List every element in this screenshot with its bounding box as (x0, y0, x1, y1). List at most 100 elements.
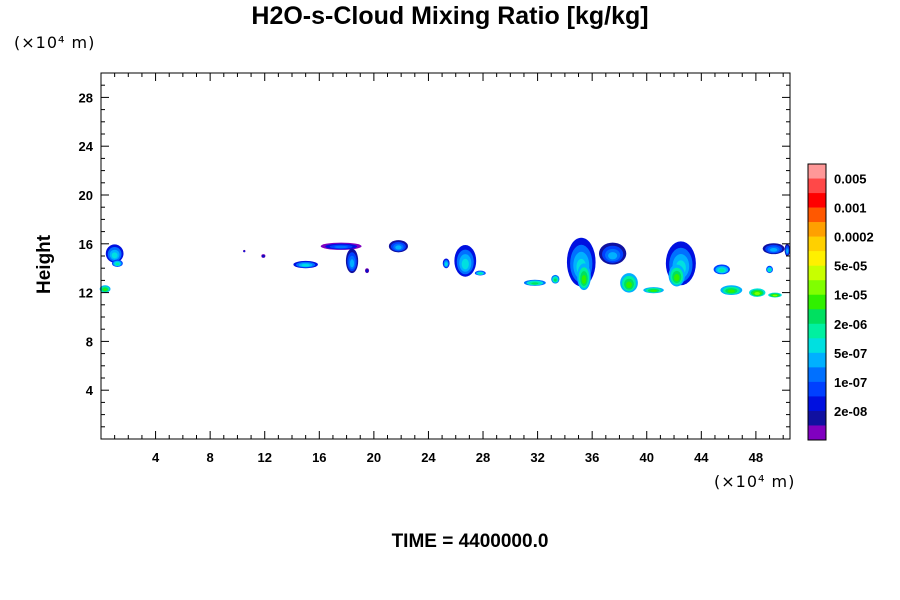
cloud-patch (454, 245, 477, 277)
y-tick-label: 24 (79, 139, 94, 154)
chart-title: H2O-s-Cloud Mixing Ratio [kg/kg] (251, 2, 649, 30)
cloud-contour (262, 255, 265, 258)
colorbar-swatch (808, 396, 826, 412)
cloud-patch (577, 263, 591, 291)
y-tick-label: 28 (79, 90, 93, 105)
colorbar-frame (807, 163, 827, 441)
x-tick-label: 40 (640, 450, 654, 465)
cloud-contour (719, 268, 725, 273)
cloud-patch (388, 240, 408, 253)
cloud-patch (365, 268, 370, 274)
cloud-contour (478, 272, 483, 275)
cloud-contour (650, 289, 657, 292)
x-tick-label: 8 (207, 450, 214, 465)
cloud-patch (668, 264, 685, 287)
cloud-contour (727, 289, 735, 293)
x-tick-label: 12 (257, 450, 271, 465)
colorbar-swatch (808, 381, 826, 397)
cloud-contour (395, 245, 402, 250)
colorbar-swatch (808, 294, 826, 310)
cloud-contour (243, 250, 245, 252)
colorbar-swatch (808, 309, 826, 325)
cloud-contour (768, 268, 771, 272)
cloud-patch (713, 264, 730, 275)
colorbar-swatch (808, 338, 826, 354)
cloud-patch (293, 260, 318, 269)
x-tick-label: 24 (421, 450, 436, 465)
colorbar-label: 1e-07 (834, 375, 867, 390)
colorbar-label: 0.005 (834, 172, 867, 187)
cloud-contour (461, 258, 469, 270)
cloud-patch (643, 287, 664, 294)
colorbar-swatch (808, 410, 826, 426)
y-tick-label: 12 (79, 286, 93, 301)
cloud-patch (749, 288, 766, 297)
x-tick-label: 20 (367, 450, 381, 465)
cloud-contour (111, 252, 118, 259)
cloud-patch (111, 259, 123, 267)
colorbar-swatch (808, 352, 826, 368)
colorbar-swatch (808, 251, 826, 266)
cloud-field (99, 237, 790, 298)
y-tick-label: 4 (86, 383, 94, 398)
cloud-contour (301, 264, 310, 267)
cloud-patch (762, 243, 785, 255)
x-axis-unit: (×10⁴ m) (714, 472, 796, 491)
colorbar-label: 1e-05 (834, 288, 867, 303)
cloud-patch (766, 265, 773, 274)
x-tick-label: 32 (530, 450, 544, 465)
cloud-patch (620, 273, 638, 293)
x-tick-label: 28 (476, 450, 490, 465)
cloud-contour (553, 278, 557, 282)
cloud-contour (349, 259, 355, 268)
cloud-patch (784, 243, 790, 256)
colorbar-label: 2e-08 (834, 404, 867, 419)
cloud-contour (334, 245, 348, 249)
colorbar-label: 5e-05 (834, 259, 867, 274)
y-axis-unit: (×10⁴ m) (14, 33, 96, 52)
cloud-patch (523, 279, 546, 286)
cloud-contour (786, 249, 789, 254)
cloud-patch (474, 270, 486, 276)
colorbar-swatch (808, 280, 826, 296)
x-tick-label: 36 (585, 450, 599, 465)
cloud-patch (261, 254, 266, 258)
colorbar-label: 5e-07 (834, 346, 867, 361)
cloud-contour (115, 262, 120, 266)
cloud-patch (551, 274, 560, 284)
cloud-contour (769, 247, 778, 252)
cloud-patch (320, 242, 362, 250)
cloud-contour (608, 252, 618, 260)
colorbar-swatch (808, 178, 826, 194)
colorbar-swatch (808, 425, 826, 441)
y-tick-label: 8 (86, 334, 93, 349)
cloud-contour (103, 288, 107, 291)
x-tick-label: 16 (312, 450, 326, 465)
cloud-patch (105, 244, 124, 263)
colorbar-swatch (808, 222, 826, 237)
cloud-patch (99, 285, 111, 293)
cloud-patch (598, 242, 627, 265)
time-label: TIME = 4400000.0 (391, 531, 549, 552)
colorbar-swatch (808, 367, 826, 383)
colorbar-label: 2e-06 (834, 317, 867, 332)
cloud-contour (674, 274, 680, 282)
cloud-contour (581, 274, 587, 284)
cloud-patch (442, 258, 450, 269)
colorbar-swatch (808, 323, 826, 339)
cloud-contour (445, 262, 448, 266)
cloud-patch (243, 249, 246, 253)
cloud-patch (720, 285, 743, 296)
y-tick-label: 16 (79, 237, 93, 252)
y-tick-label: 20 (79, 188, 93, 203)
cloud-contour (366, 270, 368, 273)
cloud-contour (531, 282, 539, 285)
cloud-patch (768, 292, 782, 298)
colorbar: 0.005 0.001 0.0002 5e-05 1e-05 2e-06 5e-07 1e-0… (807, 163, 874, 441)
colorbar-label: 0.001 (834, 201, 867, 216)
cloud-contour (772, 294, 778, 297)
x-tick-label: 4 (152, 450, 160, 465)
colorbar-swatch (808, 207, 826, 223)
